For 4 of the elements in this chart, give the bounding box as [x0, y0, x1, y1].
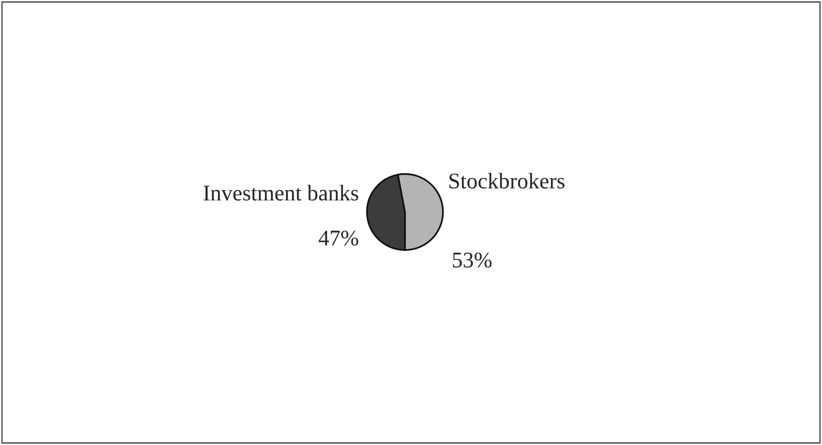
data-label: 53%: [452, 252, 492, 268]
data-label: 47%: [318, 230, 358, 246]
slice-label: Investment banks: [204, 184, 358, 201]
slice-label: Stockbrokers: [449, 172, 564, 189]
